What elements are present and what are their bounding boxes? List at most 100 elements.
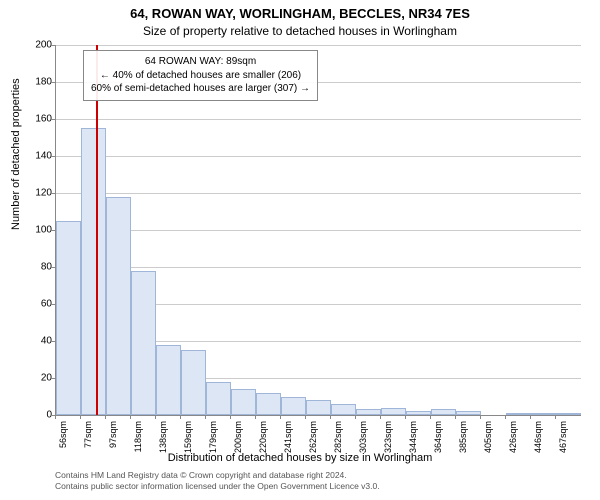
annotation-line: 64 ROWAN WAY: 89sqm bbox=[91, 55, 310, 69]
y-tick-mark bbox=[51, 230, 55, 231]
gridline bbox=[56, 193, 581, 194]
histogram-bar bbox=[106, 197, 131, 415]
y-tick-mark bbox=[51, 378, 55, 379]
annotation-line: ← 40% of detached houses are smaller (20… bbox=[91, 69, 310, 83]
y-tick-label: 20 bbox=[22, 373, 52, 384]
y-tick-mark bbox=[51, 119, 55, 120]
x-tick-mark bbox=[330, 415, 331, 419]
y-tick-label: 200 bbox=[22, 40, 52, 51]
annotation-line: 60% of semi-detached houses are larger (… bbox=[91, 82, 310, 96]
x-tick-label: 138sqm bbox=[158, 421, 168, 461]
x-tick-label: 282sqm bbox=[333, 421, 343, 461]
x-tick-mark bbox=[105, 415, 106, 419]
x-tick-mark bbox=[505, 415, 506, 419]
annotation-box: 64 ROWAN WAY: 89sqm ← 40% of detached ho… bbox=[83, 50, 318, 101]
x-tick-mark bbox=[180, 415, 181, 419]
x-tick-mark bbox=[80, 415, 81, 419]
histogram-bar bbox=[256, 393, 281, 415]
histogram-bar bbox=[306, 400, 331, 415]
y-tick-label: 40 bbox=[22, 336, 52, 347]
histogram-bar bbox=[406, 411, 431, 415]
histogram-bar bbox=[156, 345, 181, 415]
gridline bbox=[56, 45, 581, 46]
x-tick-label: 159sqm bbox=[183, 421, 193, 461]
y-tick-mark bbox=[51, 193, 55, 194]
plot-area bbox=[55, 45, 581, 416]
histogram-bar bbox=[556, 413, 581, 415]
x-tick-mark bbox=[130, 415, 131, 419]
x-tick-label: 179sqm bbox=[208, 421, 218, 461]
x-tick-mark bbox=[230, 415, 231, 419]
x-tick-mark bbox=[405, 415, 406, 419]
histogram-bar bbox=[181, 350, 206, 415]
x-tick-label: 364sqm bbox=[433, 421, 443, 461]
y-tick-label: 120 bbox=[22, 188, 52, 199]
x-tick-label: 303sqm bbox=[358, 421, 368, 461]
x-tick-mark bbox=[455, 415, 456, 419]
y-tick-label: 60 bbox=[22, 299, 52, 310]
x-tick-label: 467sqm bbox=[558, 421, 568, 461]
histogram-bar bbox=[356, 409, 381, 415]
histogram-bar bbox=[131, 271, 156, 415]
credits: Contains HM Land Registry data © Crown c… bbox=[55, 470, 380, 492]
y-tick-label: 80 bbox=[22, 262, 52, 273]
y-tick-label: 180 bbox=[22, 77, 52, 88]
histogram-bar bbox=[56, 221, 81, 415]
histogram-bar bbox=[281, 397, 306, 416]
x-tick-label: 77sqm bbox=[83, 421, 93, 461]
x-tick-mark bbox=[355, 415, 356, 419]
x-tick-label: 385sqm bbox=[458, 421, 468, 461]
histogram-bar bbox=[206, 382, 231, 415]
x-tick-label: 344sqm bbox=[408, 421, 418, 461]
y-tick-mark bbox=[51, 341, 55, 342]
gridline bbox=[56, 119, 581, 120]
x-tick-mark bbox=[205, 415, 206, 419]
x-tick-mark bbox=[380, 415, 381, 419]
x-tick-mark bbox=[530, 415, 531, 419]
chart-title: 64, ROWAN WAY, WORLINGHAM, BECCLES, NR34… bbox=[0, 6, 600, 21]
x-tick-mark bbox=[55, 415, 56, 419]
chart-subtitle: Size of property relative to detached ho… bbox=[0, 24, 600, 38]
credits-line: Contains public sector information licen… bbox=[55, 481, 380, 492]
histogram-bar bbox=[381, 408, 406, 415]
histogram-bar bbox=[456, 411, 481, 415]
x-tick-mark bbox=[480, 415, 481, 419]
x-tick-label: 220sqm bbox=[258, 421, 268, 461]
y-tick-label: 140 bbox=[22, 151, 52, 162]
chart-container: 64, ROWAN WAY, WORLINGHAM, BECCLES, NR34… bbox=[0, 0, 600, 500]
x-tick-mark bbox=[280, 415, 281, 419]
y-tick-label: 0 bbox=[22, 410, 52, 421]
x-tick-mark bbox=[430, 415, 431, 419]
gridline bbox=[56, 230, 581, 231]
x-tick-mark bbox=[555, 415, 556, 419]
x-tick-label: 426sqm bbox=[508, 421, 518, 461]
y-tick-mark bbox=[51, 82, 55, 83]
y-tick-mark bbox=[51, 267, 55, 268]
reference-line bbox=[96, 45, 98, 415]
y-axis-label: Number of detached properties bbox=[10, 78, 22, 230]
x-tick-label: 446sqm bbox=[533, 421, 543, 461]
gridline bbox=[56, 267, 581, 268]
x-tick-label: 118sqm bbox=[133, 421, 143, 461]
x-tick-label: 97sqm bbox=[108, 421, 118, 461]
histogram-bar bbox=[431, 409, 456, 415]
histogram-bar bbox=[231, 389, 256, 415]
histogram-bar bbox=[81, 128, 106, 415]
x-tick-mark bbox=[305, 415, 306, 419]
x-tick-label: 241sqm bbox=[283, 421, 293, 461]
y-tick-label: 100 bbox=[22, 225, 52, 236]
histogram-bar bbox=[531, 413, 556, 415]
x-tick-label: 405sqm bbox=[483, 421, 493, 461]
x-tick-mark bbox=[255, 415, 256, 419]
y-tick-label: 160 bbox=[22, 114, 52, 125]
y-tick-mark bbox=[51, 45, 55, 46]
x-tick-label: 262sqm bbox=[308, 421, 318, 461]
x-tick-label: 200sqm bbox=[233, 421, 243, 461]
y-tick-mark bbox=[51, 156, 55, 157]
x-tick-mark bbox=[155, 415, 156, 419]
histogram-bar bbox=[506, 413, 531, 415]
credits-line: Contains HM Land Registry data © Crown c… bbox=[55, 470, 380, 481]
histogram-bar bbox=[331, 404, 356, 415]
gridline bbox=[56, 156, 581, 157]
x-tick-label: 56sqm bbox=[58, 421, 68, 461]
